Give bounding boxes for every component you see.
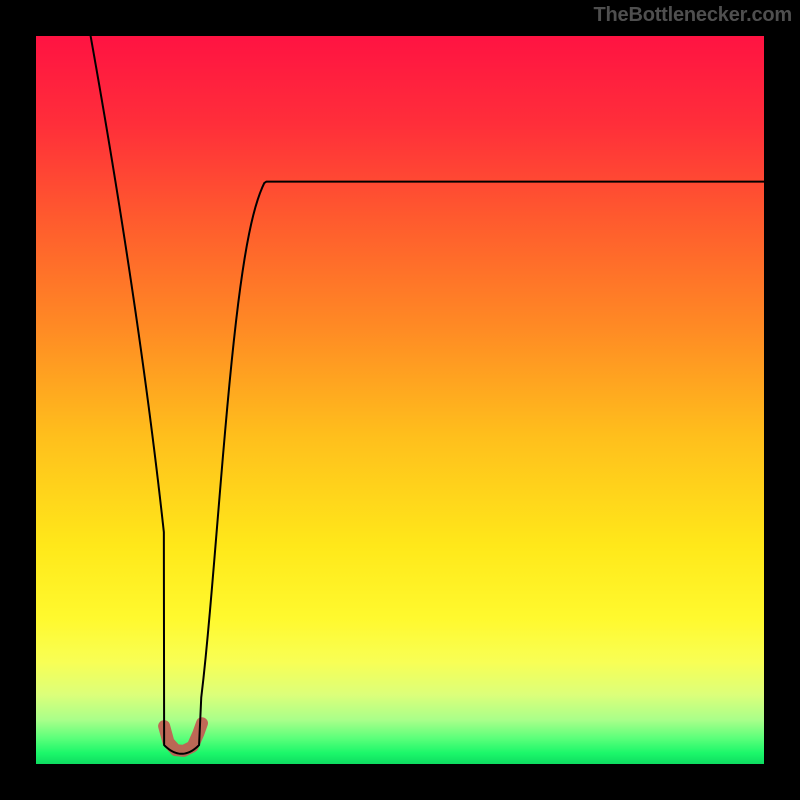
watermark-text: TheBottlenecker.com bbox=[594, 4, 793, 27]
bottleneck-plot bbox=[36, 36, 764, 764]
gradient-background bbox=[36, 36, 764, 764]
